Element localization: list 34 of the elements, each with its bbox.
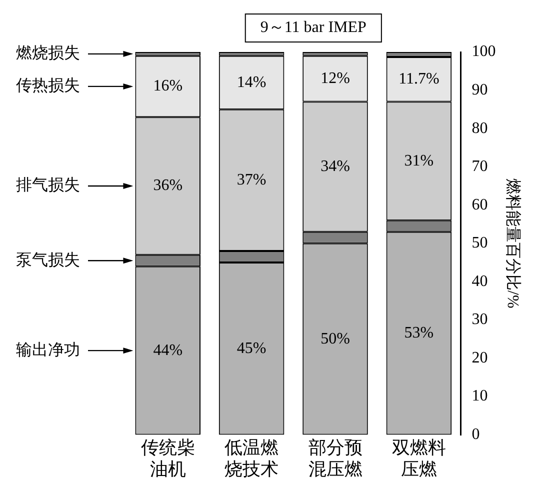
y-tick-label: 60 xyxy=(472,196,488,214)
data-label: 53% xyxy=(404,324,434,342)
y-tick-label: 30 xyxy=(472,311,488,328)
y-tick-label: 90 xyxy=(472,81,488,98)
y-tick-label: 100 xyxy=(472,43,496,60)
y-tick-label: 0 xyxy=(472,426,480,444)
y-tick-label: 10 xyxy=(472,388,488,405)
data-label: 16% xyxy=(153,78,183,95)
y-tick-label: 80 xyxy=(472,120,488,137)
text: 排气损失 xyxy=(16,176,80,194)
x-tick-label: 传统柴油机 xyxy=(140,437,195,479)
data-label: 14% xyxy=(236,74,266,91)
data-label: 50% xyxy=(320,330,350,348)
data-label: 11.7% xyxy=(398,70,440,88)
y-tick-label: 20 xyxy=(472,349,488,366)
data-label: 44% xyxy=(153,342,183,359)
text: 传热损失 xyxy=(16,76,80,95)
data-label: 45% xyxy=(236,340,266,357)
x-tick-label: 双燃料压燃 xyxy=(392,437,446,479)
data-label: 34% xyxy=(320,158,350,176)
x-tick-label: 低温燃烧技术 xyxy=(224,437,279,479)
text: 输出净功 xyxy=(16,340,80,359)
data-label: 31% xyxy=(404,152,434,170)
data-label: 12% xyxy=(320,70,350,87)
chart-title: 9～11 bar IMEP xyxy=(260,19,367,36)
text: 泵气损失 xyxy=(16,250,80,269)
y-axis-title: 燃料能量百分比/% xyxy=(504,178,522,308)
y-tick-label: 70 xyxy=(472,158,488,176)
data-label: 36% xyxy=(153,177,183,194)
text: 燃烧损失 xyxy=(16,44,80,62)
y-tick-label: 40 xyxy=(472,272,488,290)
y-tick-label: 50 xyxy=(472,234,488,252)
x-tick-label: 部分预混压燃 xyxy=(308,437,362,479)
data-label: 37% xyxy=(236,171,266,188)
